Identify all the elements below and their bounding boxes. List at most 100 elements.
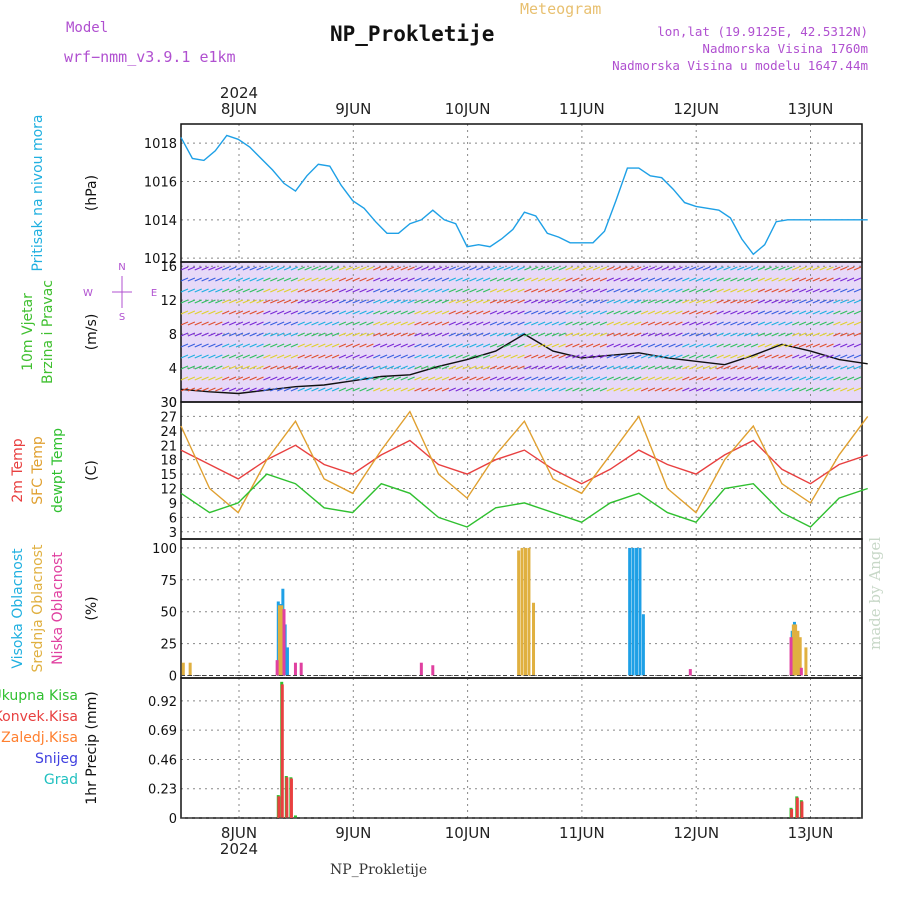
wind-arrow — [530, 310, 539, 315]
wind-arrow — [627, 266, 635, 271]
wind-arrow — [853, 365, 862, 370]
wind-arrow — [503, 354, 511, 359]
wind-arrow — [345, 321, 354, 326]
y-axis-label: (C) — [84, 460, 100, 481]
wind-arrow — [448, 310, 457, 315]
wind-arrow — [757, 387, 766, 392]
wind-arrow — [640, 310, 649, 315]
wind-arrow — [634, 387, 642, 392]
series-line — [180, 439, 868, 485]
wind-arrow — [840, 376, 848, 381]
wind-arrow — [386, 266, 395, 271]
wind-arrow — [812, 299, 821, 304]
wind-arrow — [359, 332, 367, 337]
wind-arrow — [647, 354, 656, 359]
wind-arrow — [359, 288, 367, 293]
wind-arrow — [352, 299, 360, 304]
wind-arrow — [613, 266, 621, 271]
wind-arrow — [537, 354, 546, 359]
y-tick-label: 8 — [169, 328, 177, 343]
wind-arrow — [249, 387, 257, 392]
wind-arrow — [805, 288, 814, 293]
wind-arrow — [524, 354, 532, 359]
wind-arrow — [462, 299, 470, 304]
wind-arrow — [180, 299, 189, 304]
wind-arrow — [366, 299, 374, 304]
wind-arrow — [558, 266, 566, 271]
wind-arrow — [510, 332, 518, 337]
wind-arrow — [386, 299, 395, 304]
wind-arrow — [345, 354, 354, 359]
wind-arrow — [414, 354, 422, 359]
wind-arrow — [180, 266, 189, 271]
wind-arrow — [785, 332, 793, 337]
wind-arrow — [517, 266, 525, 271]
wind-arrow — [620, 321, 628, 326]
wind-arrow — [489, 299, 498, 304]
wind-arrow — [455, 376, 463, 381]
wind-arrow — [819, 299, 827, 304]
wind-arrow — [743, 299, 752, 304]
wind-arrow — [421, 387, 429, 392]
bar — [527, 547, 531, 676]
wind-arrow — [668, 288, 676, 293]
wind-arrow — [228, 332, 237, 337]
wind-arrow — [826, 343, 834, 348]
wind-arrow — [379, 321, 388, 326]
wind-arrow — [276, 343, 285, 348]
wind-arrow — [833, 266, 841, 271]
wind-arrow — [276, 387, 285, 392]
bar — [285, 647, 289, 676]
wind-arrow — [544, 277, 553, 282]
wind-arrow — [558, 277, 566, 282]
wind-arrow — [757, 354, 766, 359]
wind-arrow — [469, 266, 477, 271]
wind-arrow — [359, 266, 367, 271]
wind-arrow — [695, 310, 704, 315]
wind-arrow — [283, 310, 292, 315]
wind-arrow — [482, 266, 491, 271]
wind-arrow — [331, 376, 340, 381]
wind-arrow — [524, 365, 532, 370]
wind-arrow — [503, 343, 511, 348]
wind-arrow — [194, 288, 202, 293]
wind-arrow — [434, 299, 443, 304]
wind-arrow — [318, 277, 326, 282]
wind-arrow — [537, 299, 546, 304]
wind-arrow — [572, 288, 580, 293]
wind-arrow — [853, 288, 862, 293]
wind-arrow — [379, 387, 388, 392]
wind-arrow — [290, 365, 299, 370]
wind-arrow — [187, 343, 196, 348]
wind-arrow — [585, 299, 594, 304]
wind-arrow — [585, 387, 594, 392]
y-tick-label: 0.46 — [148, 753, 177, 768]
wind-arrow — [819, 365, 827, 370]
wind-arrow — [441, 332, 450, 337]
wind-arrow — [242, 365, 251, 370]
wind-arrow — [434, 343, 443, 348]
wind-arrow — [599, 266, 608, 271]
bar — [293, 662, 297, 676]
wind-arrow — [242, 266, 251, 271]
wind-arrow — [462, 332, 470, 337]
wind-arrow — [620, 343, 628, 348]
wind-arrow — [805, 266, 814, 271]
wind-arrow — [338, 277, 347, 282]
wind-arrow — [228, 354, 237, 359]
wind-arrow — [798, 288, 807, 293]
wind-arrow — [565, 332, 573, 337]
wind-arrow — [469, 299, 477, 304]
wind-arrow — [668, 310, 676, 315]
bottom-date-label: 10JUN — [445, 824, 491, 842]
wind-arrow — [771, 387, 779, 392]
wind-arrow — [750, 343, 759, 348]
wind-arrow — [208, 299, 216, 304]
wind-arrow — [682, 277, 690, 282]
wind-arrow — [592, 299, 601, 304]
wind-arrow — [318, 299, 326, 304]
wind-arrow — [448, 332, 457, 337]
wind-arrow — [565, 354, 573, 359]
wind-arrow — [743, 376, 752, 381]
wind-arrow — [393, 376, 402, 381]
